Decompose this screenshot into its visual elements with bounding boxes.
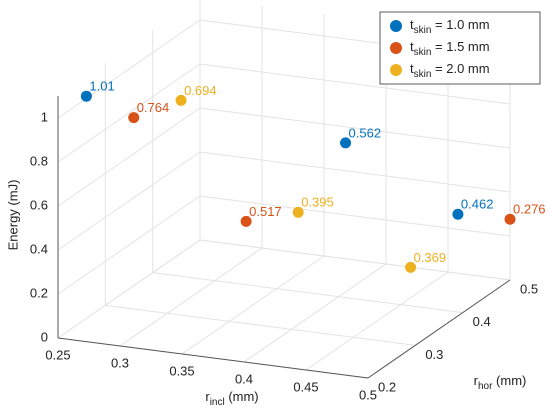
grid-line — [243, 263, 387, 363]
data-label: 0.462 — [461, 197, 494, 212]
x-tick-label: 0.3 — [111, 355, 129, 370]
grid-line — [181, 255, 325, 355]
point — [240, 215, 252, 227]
y-axis — [367, 279, 511, 379]
grid-line — [57, 151, 201, 251]
z-tick-label: 0.4 — [30, 241, 48, 256]
grid-line — [57, 239, 201, 339]
y-axis-label: rhor (mm) — [474, 373, 527, 391]
point — [340, 137, 352, 149]
data-label: 0.276 — [513, 202, 546, 217]
x-tick-label: 0.25 — [45, 347, 70, 362]
y-axis-label-part: (mm) — [492, 373, 526, 388]
legend-label-part: t — [410, 17, 414, 32]
legend-label-part: = 1.0 mm — [431, 17, 489, 32]
data-label: 0.395 — [301, 195, 334, 210]
legend-marker — [390, 42, 402, 54]
x-axis-label: rincl (mm) — [205, 389, 258, 407]
grid-line — [199, 195, 511, 237]
legend-label: tskin = 2.0 mm — [410, 61, 490, 79]
z-axis-label: Energy (mJ) — [5, 180, 20, 251]
data-label: 0.517 — [249, 204, 282, 219]
y-tick-label: 0.2 — [378, 379, 396, 394]
point — [128, 112, 140, 124]
y-axis-label-sub: hor — [478, 381, 493, 392]
data-label: 0.764 — [137, 100, 170, 115]
point — [292, 206, 304, 218]
legend-marker — [390, 20, 402, 32]
x-tick-label: 0.5 — [359, 387, 377, 402]
legend-label-part: t — [410, 39, 414, 54]
data-label: 1.01 — [89, 79, 114, 94]
y-axis-label-part: r — [474, 373, 479, 388]
grid-line — [305, 271, 449, 371]
x-axis — [57, 337, 369, 379]
point — [504, 213, 516, 225]
z-tick-label: 0 — [41, 329, 48, 344]
y-tick-label: 0.5 — [520, 281, 538, 296]
legend-label-sub: skin — [414, 47, 432, 58]
point — [80, 90, 92, 102]
z-tick-label: 0.8 — [30, 153, 48, 168]
x-tick-label: 0.35 — [169, 363, 194, 378]
data-label: 0.694 — [184, 83, 217, 98]
grid-line — [199, 239, 511, 281]
data-label: 0.562 — [349, 125, 382, 140]
legend-label-sub: skin — [414, 69, 432, 80]
z-tick-label: 0.6 — [30, 197, 48, 212]
z-tick-label: 1 — [41, 109, 48, 124]
legend-marker — [390, 64, 402, 76]
y-tick-label: 0.4 — [473, 314, 491, 329]
legend-label-part: = 1.5 mm — [431, 39, 489, 54]
x-axis-label-part: r — [205, 389, 210, 404]
x-axis-label-part: (mm) — [225, 389, 259, 404]
grid-line — [57, 63, 201, 163]
x-tick-label: 0.45 — [293, 379, 318, 394]
grid-line — [57, 195, 201, 295]
grid-line — [199, 107, 511, 149]
grid-line — [105, 304, 416, 346]
legend-label: tskin = 1.5 mm — [410, 39, 490, 57]
grid-line — [199, 151, 511, 193]
grid-line — [119, 247, 263, 347]
grid-line — [152, 272, 463, 314]
point — [452, 208, 464, 220]
legend-label-sub: skin — [414, 25, 432, 36]
grid-line — [57, 19, 201, 119]
data-label: 0.369 — [414, 250, 447, 265]
point — [175, 94, 187, 106]
y-tick-label: 0.3 — [425, 347, 443, 362]
legend-label-part: t — [410, 61, 414, 76]
x-tick-label: 0.4 — [235, 371, 253, 386]
legend-label: tskin = 1.0 mm — [410, 17, 490, 35]
z-tick-label: 0.2 — [30, 285, 48, 300]
point — [405, 261, 417, 273]
legend-label-part: = 2.0 mm — [431, 61, 489, 76]
grid-line — [57, 107, 201, 207]
x-axis-label-sub: incl — [210, 397, 225, 408]
grid-line — [199, 63, 511, 105]
legend-box — [379, 11, 541, 85]
